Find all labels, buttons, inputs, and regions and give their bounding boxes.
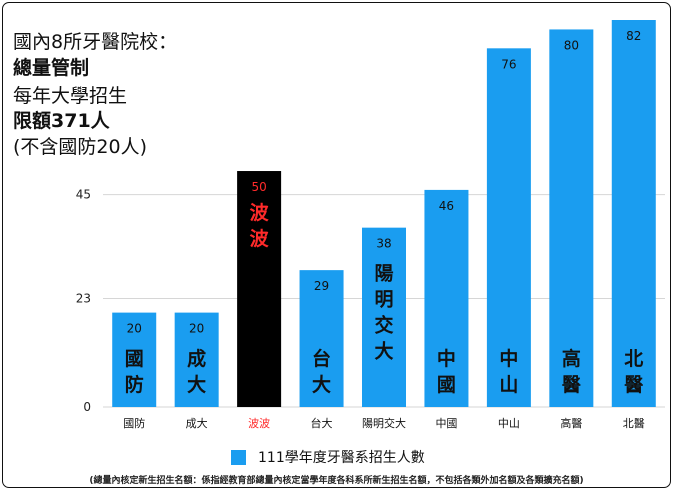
legend-swatch xyxy=(231,449,246,465)
x-tick-label: 國防 xyxy=(123,416,145,430)
x-tick-label: 中國 xyxy=(435,417,457,430)
y-tick-label: 45 xyxy=(76,188,91,202)
y-tick-label: 0 xyxy=(83,400,91,414)
bar-vertical-label: 陽明交大 xyxy=(374,263,393,363)
bar-vertical-label: 台大 xyxy=(312,347,331,396)
bar-vertical-label: 中國 xyxy=(437,347,456,396)
x-tick-label: 中山 xyxy=(498,417,520,430)
legend-label: 111學年度牙醫系招生人數 xyxy=(258,450,425,466)
bar xyxy=(611,20,656,407)
intro-line-3: 每年大學招生 xyxy=(13,85,128,107)
legend: 111學年度牙醫系招生人數 xyxy=(231,447,425,467)
bar xyxy=(486,48,531,407)
bar-value-label: 20 xyxy=(127,322,142,336)
x-tick-label: 陽明交大 xyxy=(362,416,406,430)
bar-value-label: 46 xyxy=(439,199,454,213)
bar-value-label: 82 xyxy=(626,29,641,43)
x-tick-label: 波波 xyxy=(248,417,270,430)
bar xyxy=(424,189,469,407)
x-tick-label: 台大 xyxy=(311,416,333,430)
x-tick-label: 北醫 xyxy=(623,417,645,430)
x-tick-label: 高醫 xyxy=(560,416,582,430)
bar-vertical-label: 國防 xyxy=(125,348,144,396)
bar-value-label: 20 xyxy=(189,322,204,336)
bar xyxy=(237,171,282,407)
x-tick-label: 成大 xyxy=(186,416,208,430)
bar-chart: 0234520國防國防20成大成大50波波波波29台大台大38陽明交大陽明交大4… xyxy=(76,20,665,430)
bar-vertical-label: 成大 xyxy=(187,347,206,396)
bar-vertical-label: 波波 xyxy=(250,201,270,250)
intro-line-2: 總量管制 xyxy=(13,57,90,79)
bar-vertical-label: 北醫 xyxy=(624,348,643,396)
bar xyxy=(362,227,406,407)
bar-value-label: 76 xyxy=(501,57,516,71)
bar-value-label: 80 xyxy=(564,38,579,52)
footnote: (總量內核定新生招生名額：係指經教育部總量內核定當學年度各科系所新生招生名額，不… xyxy=(89,476,584,486)
intro-line-1: 國內8所牙醫院校： xyxy=(13,31,178,53)
bar xyxy=(299,270,344,407)
bar-value-label: 38 xyxy=(376,237,391,251)
bar-vertical-label: 中山 xyxy=(499,347,518,396)
bar xyxy=(112,312,157,407)
intro-line-5: (不含國防20人) xyxy=(13,136,148,158)
bar xyxy=(174,312,219,407)
bar-value-label: 50 xyxy=(251,180,266,194)
bar xyxy=(549,29,594,407)
intro-line-4: 限額371人 xyxy=(13,110,110,132)
bar-vertical-label: 高醫 xyxy=(562,347,581,396)
bar-value-label: 29 xyxy=(314,279,329,293)
y-tick-label: 23 xyxy=(76,291,91,305)
